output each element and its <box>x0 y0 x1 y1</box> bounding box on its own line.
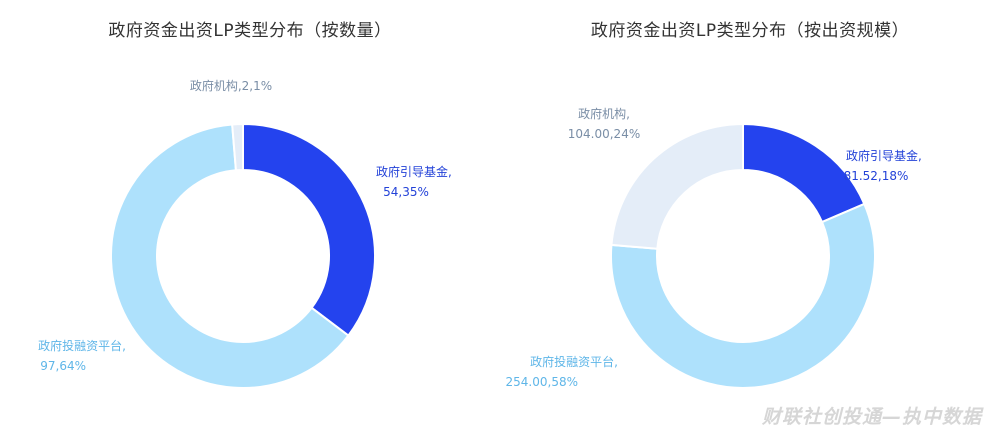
watermark: 财联社创投通—执中数据 <box>761 406 982 428</box>
chart-panel-count: 政府资金出资LP类型分布（按数量） 政府引导基金, 54,35% 政府投融资平台, 9… <box>38 21 452 389</box>
slice-label-0-1-1: 97,64% <box>40 359 86 373</box>
chart-title-count: 政府资金出资LP类型分布（按数量） <box>108 21 392 41</box>
chart-panel-amount: 政府资金出资LP类型分布（按出资规模） 政府引导基金, 81.52,18% 政府投融… <box>500 0 1000 439</box>
slice-label-0-2-0: 政府机构,2,1% <box>190 78 272 93</box>
slice-label-0-0-1: 54,35% <box>383 185 429 199</box>
donut-chart-amount: 政府引导基金, 81.52,18% 政府投融资平台, 254.00,58% 政府机构, 1… <box>506 106 922 389</box>
slice-label-1-2-1: 104.00,24% <box>568 127 640 141</box>
donut-slice-0-0 <box>242 122 376 337</box>
donut-chart-count: 政府引导基金, 54,35% 政府投融资平台, 97,64% 政府机构,2,1% <box>38 78 452 389</box>
slice-label-0-0-0: 政府引导基金, <box>376 164 452 179</box>
slice-label-1-1-1: 254.00,58% <box>506 375 578 389</box>
slice-label-0-1-0: 政府投融资平台, <box>38 338 126 353</box>
slice-label-1-2-0: 政府机构, <box>578 106 630 121</box>
slice-label-1-0-0: 政府引导基金, <box>846 148 922 163</box>
slice-label-1-1-0: 政府投融资平台, <box>530 354 618 369</box>
donut-slice-0-1 <box>110 123 350 389</box>
slice-label-1-0-1: 81.52,18% <box>844 169 909 183</box>
donut-slice-0-2 <box>231 122 244 172</box>
donut-slice-1-2 <box>610 122 744 250</box>
chart-title-amount: 政府资金出资LP类型分布（按出资规模） <box>590 21 910 41</box>
donut-slice-1-1 <box>610 202 876 389</box>
